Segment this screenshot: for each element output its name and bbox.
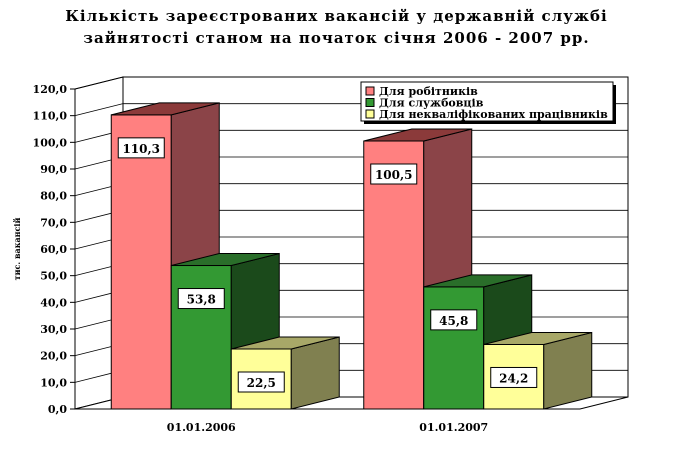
data-label: 53,8 [187, 293, 216, 307]
y-tick-label: 20,0 [40, 350, 67, 363]
data-label-box [370, 163, 418, 185]
axis-layer: 0,0 10,0 20,0 30,0 40,0 50,0 60,0 70,0 80,0 90,0 1… [12, 83, 580, 434]
bar-front [423, 286, 485, 410]
data-label: 24,2 [499, 371, 528, 385]
bar-top [423, 274, 532, 288]
y-tick-label: 90,0 [40, 163, 67, 176]
data-label: 110,3 [122, 142, 160, 156]
bar-front [170, 265, 232, 410]
y-tick-label: 60,0 [40, 243, 67, 256]
bar-front [363, 140, 425, 410]
bar-side [290, 336, 340, 410]
legend-label: Для некваліфікованих працівників [379, 108, 608, 121]
y-tick-label: 30,0 [40, 323, 67, 336]
bar-side [543, 331, 593, 410]
x-tick-label: 01.01.2006 [167, 421, 236, 434]
data-label: 22,5 [247, 376, 276, 390]
y-tick-label: 120,0 [33, 83, 68, 96]
bar-front [110, 114, 172, 410]
data-label: 45,8 [439, 314, 468, 328]
legend-swatch [365, 109, 375, 119]
y-tick-label: 110,0 [33, 110, 68, 123]
bar-top [171, 253, 280, 267]
x-tick-label: 01.01.2007 [419, 421, 488, 434]
y-tick-label: 80,0 [40, 190, 67, 203]
y-axis-label: тис. вакансій [12, 218, 22, 281]
data-label: 100,5 [375, 168, 413, 182]
legend-box [360, 81, 614, 122]
chart-title: Кількість зареєстрованих вакансій у держ… [0, 5, 673, 49]
y-tick-label: 40,0 [40, 296, 67, 309]
data-label-box [490, 366, 538, 388]
legend-label: Для службовців [379, 97, 484, 110]
data-label-box [237, 371, 285, 393]
y-tick-label: 0,0 [48, 403, 67, 416]
chart-title-line-2: зайнятості станом на початок січня 2006 … [83, 29, 590, 47]
y-tick-label: 100,0 [33, 136, 68, 149]
y-tick-label: 10,0 [40, 376, 67, 389]
y-tick-label: 70,0 [40, 216, 67, 229]
legend-swatch [365, 86, 375, 96]
y-tick-label: 50,0 [40, 270, 67, 283]
bars-layer [110, 102, 593, 410]
legend-label: Для робітників [379, 85, 478, 98]
data-label-box [177, 288, 225, 310]
bar-top [111, 102, 220, 116]
bar-top [363, 128, 472, 142]
bar-top [483, 331, 592, 345]
data-label-box [117, 137, 165, 159]
data-labels-layer: 110,3 53,8 22,5 100,5 45,8 24,2 [117, 137, 538, 393]
data-label-box [430, 309, 478, 331]
gridline [74, 76, 628, 90]
chart-title-line-1: Кількість зареєстрованих вакансій у держ… [65, 7, 608, 25]
legend-swatch [365, 98, 375, 107]
bar-top [231, 336, 340, 350]
